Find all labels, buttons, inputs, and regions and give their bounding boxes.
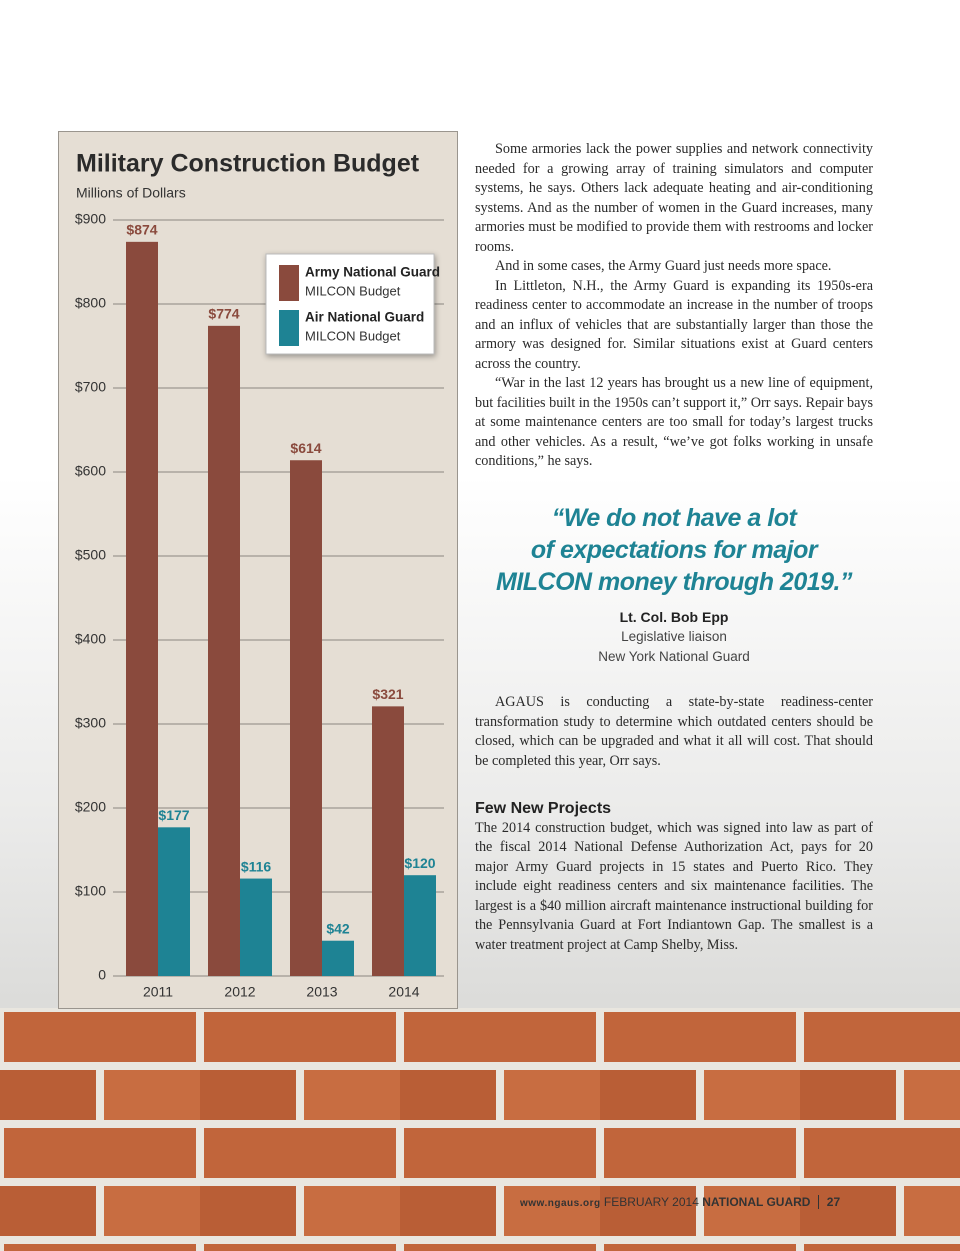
paragraph: In Littleton, N.H., the Army Guard is ex… bbox=[475, 277, 873, 372]
page-number: 27 bbox=[817, 1195, 841, 1209]
footer-issue: FEBRUARY 2014 bbox=[603, 1195, 699, 1209]
bar bbox=[240, 878, 272, 976]
section-heading: Few New Projects bbox=[475, 800, 612, 817]
chart-subtitle: Millions of Dollars bbox=[76, 185, 186, 201]
y-tick-label: $700 bbox=[75, 379, 106, 395]
footer-magazine: NATIONAL GUARD bbox=[702, 1195, 811, 1209]
y-tick-label: $400 bbox=[75, 631, 106, 647]
y-tick-label: $200 bbox=[75, 799, 106, 815]
y-tick-label: $300 bbox=[75, 715, 106, 731]
pull-quote: “We do not have a lot of expectations fo… bbox=[475, 502, 873, 668]
y-tick-label: $900 bbox=[75, 211, 106, 227]
quote-line: of expectations for major bbox=[530, 535, 818, 564]
bar bbox=[158, 827, 190, 976]
value-label: $774 bbox=[208, 306, 239, 322]
chart-panel: Military Construction Budget Millions of… bbox=[58, 131, 458, 1009]
value-label: $42 bbox=[326, 920, 350, 936]
x-tick-label: 2011 bbox=[143, 984, 173, 1000]
quote-organization: New York National Guard bbox=[598, 649, 750, 664]
value-label: $120 bbox=[404, 855, 435, 871]
bar bbox=[208, 325, 240, 977]
y-tick-label: 0 bbox=[98, 967, 106, 983]
value-label: $177 bbox=[158, 807, 189, 823]
bar bbox=[322, 940, 354, 976]
y-tick-label: $500 bbox=[75, 547, 106, 563]
paragraph: The 2014 construction budget, which was … bbox=[475, 819, 873, 953]
paragraph: AGAUS is conducting a state-by-state rea… bbox=[475, 694, 873, 769]
chart: Military Construction Budget Millions of… bbox=[75, 150, 444, 1000]
y-tick-label: $100 bbox=[75, 883, 106, 899]
brick-wall bbox=[0, 1008, 960, 1251]
value-label: $874 bbox=[126, 222, 157, 238]
y-tick-label: $600 bbox=[75, 463, 106, 479]
footer-site: www.ngaus.org bbox=[520, 1198, 601, 1209]
value-label: $321 bbox=[372, 686, 403, 702]
paragraph: And in some cases, the Army Guard just n… bbox=[495, 258, 832, 274]
quote-line: MILCON money through 2019.” bbox=[496, 567, 852, 596]
y-tick-label: $800 bbox=[75, 295, 106, 311]
value-label: $116 bbox=[241, 858, 272, 874]
quote-speaker: Lt. Col. Bob Epp bbox=[619, 608, 729, 625]
legend-swatch bbox=[279, 310, 299, 346]
footer: www.ngaus.org FEBRUARY 2014 NATIONAL GUA… bbox=[520, 1195, 841, 1209]
legend-label: Army National Guard bbox=[305, 265, 440, 280]
x-tick-label: 2014 bbox=[388, 984, 419, 1000]
bar bbox=[290, 460, 322, 976]
x-tick-label: 2013 bbox=[306, 984, 337, 1000]
quote-role: Legislative liaison bbox=[621, 629, 727, 644]
chart-title: Military Construction Budget bbox=[76, 150, 420, 178]
bar bbox=[404, 875, 436, 976]
legend-label: Air National Guard bbox=[305, 310, 424, 325]
bar bbox=[372, 706, 404, 976]
legend-sublabel: MILCON Budget bbox=[305, 283, 401, 298]
article-column: Some armories lack the power supplies an… bbox=[475, 140, 873, 955]
quote-line: “We do not have a lot bbox=[551, 503, 797, 532]
x-tick-label: 2012 bbox=[224, 984, 255, 1000]
paragraph: “War in the last 12 years has brought us… bbox=[475, 375, 873, 469]
paragraph: Some armories lack the power supplies an… bbox=[475, 141, 873, 255]
value-label: $614 bbox=[290, 440, 321, 456]
legend-sublabel: MILCON Budget bbox=[305, 328, 401, 343]
bar bbox=[126, 241, 158, 977]
legend-swatch bbox=[279, 265, 299, 301]
